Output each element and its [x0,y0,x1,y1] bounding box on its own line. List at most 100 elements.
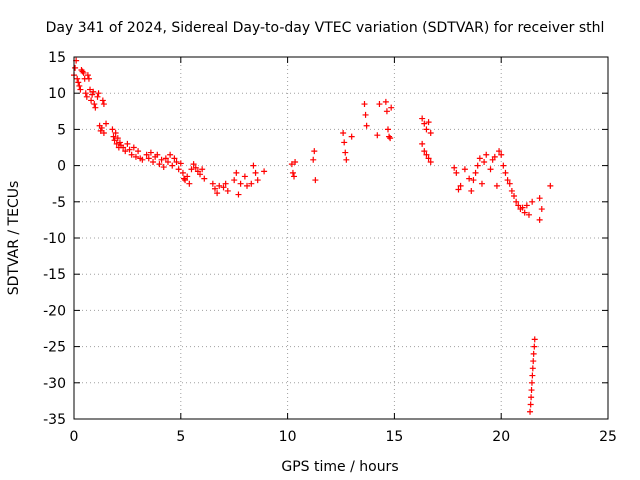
data-point [491,153,498,160]
data-point [248,180,255,187]
data-point [547,182,554,189]
data-point [531,336,538,343]
data-point [233,169,240,176]
data-point [423,126,430,133]
data-point [289,169,296,176]
data-point [156,161,163,168]
data-point [511,193,518,200]
data-point [455,186,462,193]
data-point [374,132,381,139]
data-point [167,151,174,158]
data-point [457,182,464,189]
data-point [122,148,129,155]
data-point [147,149,154,156]
data-point [85,75,92,82]
data-point [419,115,426,122]
data-point [419,140,426,147]
data-point [348,133,355,140]
data-point [498,151,505,158]
data-point [340,130,347,137]
y-tick-label: -25 [43,340,66,356]
data-point [179,169,186,176]
data-point [528,387,535,394]
data-point [478,180,485,187]
data-point [201,175,208,182]
data-point [521,209,528,216]
y-tick-label: -10 [43,231,66,247]
data-point [362,111,369,118]
data-point [158,156,165,163]
data-point [91,101,98,108]
data-point [120,144,127,151]
y-tick-label: -5 [52,195,66,211]
data-point [472,169,479,176]
data-point [154,151,161,158]
data-point [487,166,494,173]
data-point [250,162,257,169]
data-point [124,140,131,147]
data-point [209,180,216,187]
data-point [421,148,428,155]
data-point [525,211,532,218]
data-point [116,139,123,146]
data-point [89,91,96,98]
x-tick-label: 20 [492,429,510,445]
data-point [529,365,536,372]
data-point [126,146,133,153]
data-point [94,93,101,100]
data-point [75,79,82,86]
data-point [376,101,383,108]
data-point [103,120,110,127]
data-point [173,158,180,165]
data-point [220,184,227,191]
data-point [110,133,117,140]
data-point [83,93,90,100]
data-point [76,82,83,89]
data-point [111,137,118,144]
data-point [529,198,536,205]
data-point [87,86,94,93]
data-point [216,182,223,189]
data-point [162,155,169,162]
data-point [292,158,299,165]
data-point [114,135,121,142]
data-point [528,379,535,386]
data-point [527,408,534,415]
data-point [466,175,473,182]
data-point [97,127,104,134]
chart-title: Day 341 of 2024, Sidereal Day-to-day VTE… [46,20,605,36]
data-point [128,151,135,158]
data-point [508,187,515,194]
data-point [190,161,197,168]
data-point [222,180,229,187]
data-point [523,202,530,209]
y-tick-label: -35 [43,412,66,428]
data-point [387,135,394,142]
data-point [515,202,522,209]
data-point [519,204,526,211]
data-point [182,177,189,184]
data-point [112,130,119,137]
data-point [175,166,182,173]
data-point [150,158,157,165]
data-point [386,133,393,140]
data-point [496,148,503,155]
data-point [527,401,534,408]
data-point [423,151,430,158]
data-point [169,162,176,169]
plot-frame [73,56,609,420]
data-point [536,195,543,202]
data-point [252,169,259,176]
data-point [109,126,116,133]
y-tick-label: -20 [43,303,66,319]
data-point [388,104,395,111]
data-point [384,126,391,133]
data-point [72,64,79,71]
y-tick-label: 15 [48,50,66,66]
data-point [237,180,244,187]
data-point [84,72,91,79]
data-point [199,166,206,173]
data-point [88,97,95,104]
data-point [77,86,84,93]
data-point [92,104,99,111]
